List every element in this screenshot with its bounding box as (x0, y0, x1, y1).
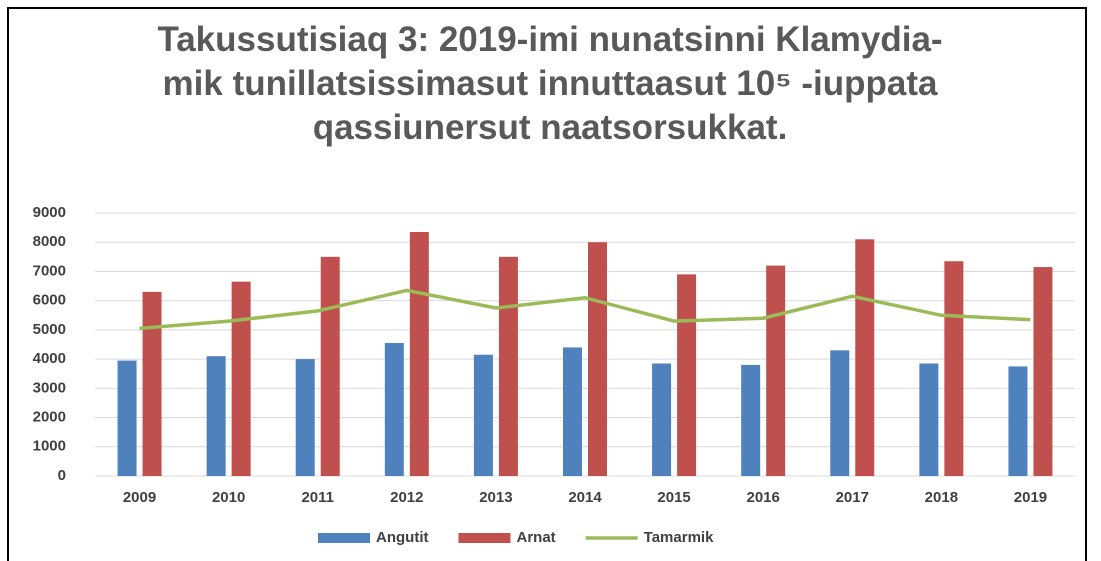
legend-label: Arnat (516, 529, 555, 546)
chart-border (7, 7, 1087, 561)
bar (142, 291, 162, 476)
line (139, 288, 1031, 331)
bar (563, 347, 582, 476)
x-tick-label: 2013 (479, 489, 512, 506)
x-tick-label: 2012 (390, 489, 423, 506)
bar (919, 363, 939, 476)
bar (830, 350, 850, 476)
y-tick-label: 5000 (33, 321, 66, 338)
bar (320, 256, 340, 476)
bar (677, 274, 697, 476)
bar (741, 364, 761, 476)
bar (498, 256, 518, 476)
y-tick-label: 1000 (33, 438, 66, 455)
y-tick-label: 6000 (33, 292, 66, 309)
bar (588, 242, 607, 476)
legend-swatch (458, 533, 511, 543)
bar (409, 231, 429, 476)
bar (384, 343, 404, 476)
chart-title: Takussutisiaq 3: 2019-imi nunatsinni Kla… (157, 20, 943, 147)
x-tick-label: 2015 (657, 489, 690, 506)
y-tick-label: 9000 (33, 204, 66, 221)
legend-swatch (318, 533, 370, 543)
bar (652, 363, 672, 476)
x-tick-label: 2017 (836, 489, 869, 506)
legend-label: Angutit (376, 529, 428, 546)
y-tick-label: 7000 (33, 262, 66, 279)
x-tick-label: 2009 (123, 489, 156, 506)
x-tick-label: 2016 (746, 489, 779, 506)
y-tick-label: 0 (58, 467, 66, 484)
y-tick-label: 2000 (33, 409, 66, 426)
bar (1033, 267, 1053, 476)
x-tick-label: 2014 (568, 489, 602, 506)
x-tick-label: 2011 (301, 489, 334, 506)
x-tick-label: 2010 (212, 489, 245, 506)
bar (231, 281, 251, 476)
bar (766, 265, 786, 476)
bar (473, 354, 493, 476)
bar (1008, 366, 1028, 476)
legend-label: Tamarmik (644, 529, 714, 546)
x-tick-label: 2019 (1014, 489, 1047, 506)
bar (206, 356, 226, 476)
bar (295, 359, 315, 476)
bar (944, 261, 964, 476)
bar (855, 239, 875, 476)
y-tick-label: 8000 (33, 233, 66, 250)
y-tick-label: 3000 (33, 379, 66, 396)
y-tick-label: 4000 (33, 350, 66, 367)
bar (117, 360, 137, 476)
x-tick-label: 2018 (925, 489, 958, 506)
